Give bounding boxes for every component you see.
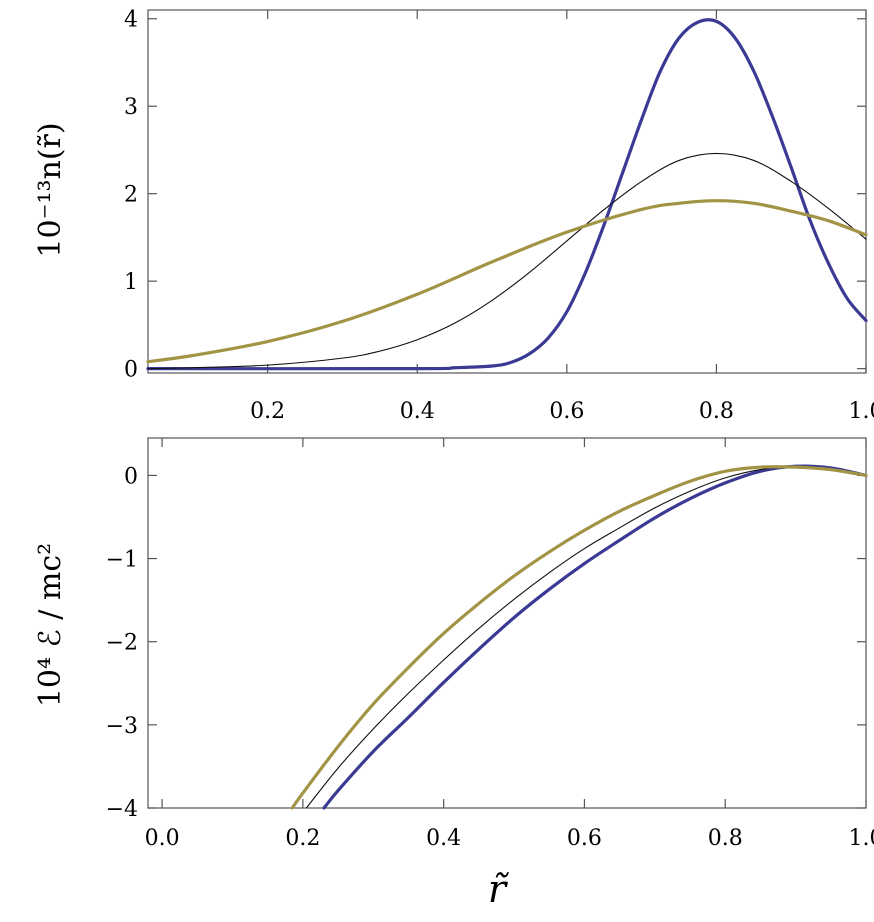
top-y-axis-label: 10⁻¹³n(r̃) — [33, 122, 68, 257]
top-y-tick-label: 4 — [124, 8, 138, 33]
bottom-series-line-blue — [322, 464, 868, 810]
bottom-x-tick-label: 0.6 — [567, 826, 602, 851]
bottom-y-axis-label: 10⁴ ℰ / mc² — [33, 543, 68, 707]
top-series-line-blue — [146, 18, 868, 371]
bottom-x-tick-label: 0.4 — [426, 826, 461, 851]
bottom-x-tick-label: 0.2 — [285, 826, 320, 851]
bottom-plot-frame — [147, 437, 867, 809]
bottom-series-group — [290, 464, 868, 810]
bottom-y-tick-label: 0 — [124, 464, 138, 489]
bottom-y-tick-label: −1 — [106, 548, 138, 573]
top-series-group — [146, 18, 868, 371]
top-y-tick-label: 0 — [124, 358, 138, 383]
bottom-series-line-olive — [290, 465, 868, 810]
bottom-x-tick-label: 1.0 — [849, 826, 874, 851]
bottom-x-tick-label: 0.8 — [708, 826, 743, 851]
bottom-x-axis-label: r̃ — [488, 867, 509, 911]
top-x-tick-label: 1.0 — [849, 399, 874, 424]
top-series-line-olive — [146, 199, 868, 364]
top-y-tick-label: 2 — [124, 183, 138, 208]
bottom-y-tick-label: −2 — [106, 631, 138, 656]
bottom-series-line-black — [305, 465, 867, 809]
bottom-y-tick-label: −3 — [106, 714, 138, 739]
top-x-tick-label: 0.4 — [400, 399, 435, 424]
top-series-line-black — [147, 152, 867, 370]
bottom-y-tick-label: −4 — [106, 797, 138, 822]
top-x-tick-label: 0.8 — [699, 399, 734, 424]
top-panel-density: 0.2 0.4 0.6 0.8 1.0 0 1 2 3 4 10⁻¹³n(r̃) — [33, 8, 874, 424]
top-plot-frame — [147, 9, 867, 374]
bottom-axis-ticks: 0.0 0.2 0.4 0.6 0.8 1.0 0 −1 −2 −3 −4 — [106, 438, 874, 851]
top-x-tick-label: 0.2 — [250, 399, 285, 424]
top-x-tick-label: 0.6 — [549, 399, 584, 424]
bottom-x-tick-label: 0.0 — [145, 826, 180, 851]
bottom-panel-energy: 0.00.20.40.60.81.00−1−2−3−4 10⁴ ℰ / mc² … — [33, 437, 874, 911]
top-y-tick-label: 3 — [124, 95, 138, 120]
top-axis-ticks: 0.2 0.4 0.6 0.8 1.0 0 1 2 3 4 — [124, 8, 874, 424]
top-y-tick-label: 1 — [124, 270, 138, 295]
